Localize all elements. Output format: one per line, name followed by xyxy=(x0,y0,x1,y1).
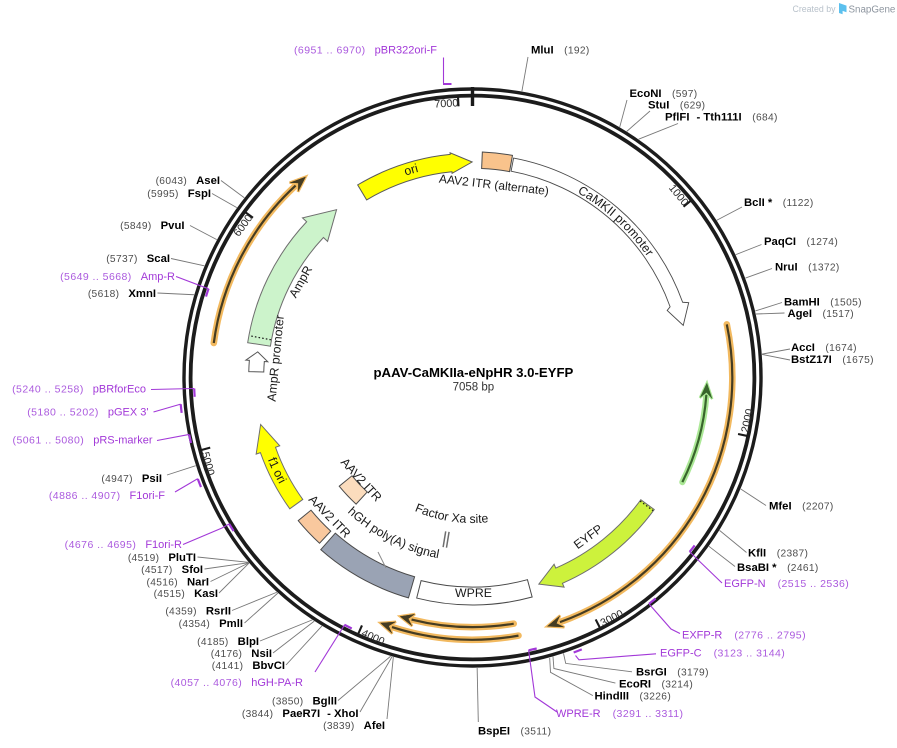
svg-text:EGFP-C(3123 .. 3144): EGFP-C (3123 .. 3144) xyxy=(660,648,785,660)
svg-text:(3844)PaeR7I- XhoI: (3844) PaeR7I - XhoI xyxy=(242,708,359,720)
svg-text:KflI(2387): KflI (2387) xyxy=(748,548,808,560)
svg-text:(4519)PluTI: (4519) PluTI xyxy=(128,552,196,564)
svg-text:EGFP-N(2515 .. 2536): EGFP-N (2515 .. 2536) xyxy=(724,578,849,590)
svg-text:StuI(629): StuI (629) xyxy=(648,100,705,112)
svg-text:5000: 5000 xyxy=(199,451,217,477)
svg-text:(4515)KasI: (4515) KasI xyxy=(154,588,218,600)
svg-text:(4359)RsrII: (4359) RsrII xyxy=(165,606,231,618)
svg-text:(3850)BglII: (3850) BglII xyxy=(272,696,337,708)
svg-text:BspEI(3511): BspEI (3511) xyxy=(478,726,551,738)
svg-text:EXFP-R(2776 .. 2795): EXFP-R (2776 .. 2795) xyxy=(682,630,806,642)
svg-text:(4354)PmlI: (4354) PmlI xyxy=(179,618,243,630)
svg-text:(4516)NarI: (4516) NarI xyxy=(146,577,209,589)
svg-text:WPRE-R(3291 .. 3311): WPRE-R (3291 .. 3311) xyxy=(556,708,684,720)
svg-text:(5618)XmnI: (5618) XmnI xyxy=(88,288,156,300)
svg-text:7000: 7000 xyxy=(434,97,459,110)
svg-text:BsaBI *(2461): BsaBI * (2461) xyxy=(737,562,819,574)
svg-text:(4141)BbvCI: (4141) BbvCI xyxy=(212,660,285,672)
svg-text:(4676 .. 4695)F1ori-R: (4676 .. 4695) F1ori-R xyxy=(65,539,182,551)
svg-text:(6043)AseI: (6043) AseI xyxy=(156,175,220,187)
svg-text:(4517)SfoI: (4517) SfoI xyxy=(141,564,203,576)
svg-text:(3839)AfeI: (3839) AfeI xyxy=(323,720,385,732)
svg-text:BclI *(1122): BclI * (1122) xyxy=(744,197,814,209)
svg-text:EcoNI(597): EcoNI (597) xyxy=(630,88,698,100)
svg-text:NruI(1372): NruI (1372) xyxy=(775,262,840,274)
svg-text:WPRE: WPRE xyxy=(455,586,492,600)
svg-text:PaqCI(1274): PaqCI (1274) xyxy=(764,236,838,248)
svg-text:(4185)BlpI: (4185) BlpI xyxy=(197,636,259,648)
svg-text:(4176)NsiI: (4176) NsiI xyxy=(211,648,272,660)
svg-text:BamHI(1505): BamHI (1505) xyxy=(784,297,862,309)
svg-text:(5240 .. 5258)pBRforEco: (5240 .. 5258) pBRforEco xyxy=(12,384,146,396)
svg-text:7058 bp: 7058 bp xyxy=(453,382,495,394)
svg-text:(5649 .. 5668)Amp-R: (5649 .. 5668) Amp-R xyxy=(60,271,175,283)
svg-text:pAAV-CaMKIIa-eNpHR 3.0-EYFP: pAAV-CaMKIIa-eNpHR 3.0-EYFP xyxy=(374,365,574,380)
svg-text:(4057 .. 4076)hGH-PA-R: (4057 .. 4076) hGH-PA-R xyxy=(171,677,303,689)
svg-text:AccI(1674): AccI (1674) xyxy=(791,342,857,354)
svg-text:(5061 .. 5080)pRS-marker: (5061 .. 5080) pRS-marker xyxy=(13,435,153,447)
svg-text:SnapGene: SnapGene xyxy=(849,4,896,15)
svg-text:ori: ori xyxy=(402,161,419,178)
svg-text:Created by: Created by xyxy=(792,4,836,14)
svg-text:PflFI- Tth111I(684): PflFI - Tth111I (684) xyxy=(665,112,778,124)
svg-text:(5737)ScaI: (5737) ScaI xyxy=(106,253,170,265)
svg-text:(5180 .. 5202)pGEX 3': (5180 .. 5202) pGEX 3' xyxy=(27,407,148,419)
svg-text:(4947)PsiI: (4947) PsiI xyxy=(101,473,162,485)
svg-text:(4886 .. 4907)F1ori-F: (4886 .. 4907) F1ori-F xyxy=(49,490,165,502)
svg-text:MluI(192): MluI (192) xyxy=(531,45,590,57)
svg-text:BsrGI(3179): BsrGI (3179) xyxy=(636,667,709,679)
svg-text:HindIII(3226): HindIII (3226) xyxy=(595,691,672,703)
svg-text:(5849)PvuI: (5849) PvuI xyxy=(120,220,184,232)
svg-text:(5995)FspI: (5995) FspI xyxy=(147,188,211,200)
svg-text:BstZ17I(1675): BstZ17I (1675) xyxy=(791,354,874,366)
svg-text:MfeI(2207): MfeI (2207) xyxy=(769,501,834,513)
svg-text:2000: 2000 xyxy=(739,408,756,434)
svg-text:EcoRI(3214): EcoRI (3214) xyxy=(619,679,693,691)
svg-text:AgeI(1517): AgeI (1517) xyxy=(788,308,855,320)
svg-text:(6951 .. 6970)pBR322ori-F: (6951 .. 6970) pBR322ori-F xyxy=(294,45,437,57)
